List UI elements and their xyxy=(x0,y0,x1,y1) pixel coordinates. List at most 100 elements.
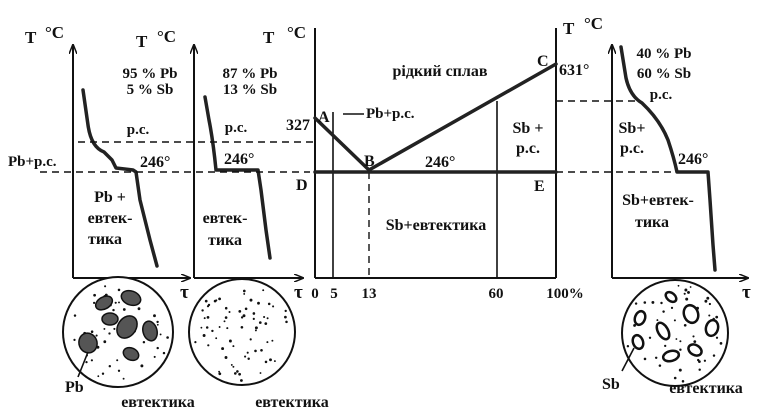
pb-grain xyxy=(120,289,142,307)
point-d-label: D xyxy=(296,177,308,194)
eutectic-dot xyxy=(247,357,250,360)
eutectic-dot xyxy=(664,344,667,348)
eutectic-dot xyxy=(73,314,77,317)
eutectic-dot xyxy=(687,290,690,294)
eutectic-dot xyxy=(269,358,272,362)
temperature-axis-label: T xyxy=(563,19,575,38)
eutectic-dot xyxy=(137,307,141,311)
pb-grain xyxy=(142,320,158,342)
eutectic-dot xyxy=(156,320,159,324)
eutectic-dot xyxy=(681,380,685,383)
eutectic-dot xyxy=(254,326,258,330)
liquidus-line-bc xyxy=(367,62,558,172)
eutectic-dot xyxy=(114,301,117,304)
eutectic-dot xyxy=(142,340,146,344)
eutectic-dot xyxy=(660,301,663,305)
solid-region-label-1: Pb + xyxy=(94,189,126,206)
eutectic-dot xyxy=(108,332,111,335)
sb-crystal xyxy=(687,343,703,357)
x-tick-5: 5 xyxy=(330,286,338,302)
phase-label-sb: Sb xyxy=(602,376,620,393)
eutectic-dot xyxy=(708,302,712,306)
solid-region-label-2: евтек- xyxy=(88,210,133,227)
eutectic-dot xyxy=(85,360,88,364)
eutectic-dot xyxy=(679,340,682,343)
eutectic-dot xyxy=(673,319,676,322)
two-phase-region-label: Pb+р.с. xyxy=(8,154,57,170)
pb-grain xyxy=(122,346,140,362)
eutectic-dot xyxy=(264,360,268,364)
eutectic-dot xyxy=(675,338,678,340)
sb-crystal xyxy=(661,349,681,363)
eutectic-dots xyxy=(73,285,169,380)
eutectic-dot xyxy=(97,375,100,378)
matrix-label: евтектика xyxy=(669,380,743,397)
composition-line-1: 87 % Pb xyxy=(222,66,277,82)
eutectic-temperature-label: 246° xyxy=(678,151,708,168)
eutectic-dot xyxy=(104,285,107,288)
eutectic-dot xyxy=(712,354,716,357)
composition-line-1: 95 % Pb xyxy=(122,66,177,82)
eutectic-dot xyxy=(698,368,701,371)
eutectic-dot xyxy=(266,317,269,320)
eutectic-dot xyxy=(254,349,257,353)
pb-grain xyxy=(94,295,114,311)
eutectic-dot xyxy=(118,301,120,304)
eutectic-dot xyxy=(648,336,652,339)
eutectic-dot xyxy=(246,351,249,354)
eutectic-dot xyxy=(708,314,711,317)
microstructure-2: евтектика xyxy=(188,278,329,411)
liquid-region-label: р.с. xyxy=(225,120,248,136)
eutectic-dot xyxy=(626,344,630,348)
composition-line-2: 60 % Sb xyxy=(637,66,691,82)
eutectic-dot xyxy=(224,356,228,359)
eutectic-dot xyxy=(244,307,248,311)
eutectic-dot xyxy=(658,364,662,367)
temperature-unit-label: °C xyxy=(45,23,64,42)
eutectic-dot xyxy=(715,336,719,339)
time-axis-label: τ xyxy=(742,282,751,303)
sb-crystal xyxy=(633,309,647,327)
eutectic-dot xyxy=(101,372,105,375)
eutectic-dot xyxy=(271,339,274,342)
eutectic-dot xyxy=(113,327,116,330)
eutectic-dot xyxy=(242,289,246,293)
eutectic-dot xyxy=(242,314,246,318)
eutectic-dot xyxy=(166,336,169,339)
eutectic-dot xyxy=(223,320,226,323)
pb-grain xyxy=(116,315,138,339)
eutectic-dot xyxy=(685,297,689,301)
eutectic-dot xyxy=(202,334,206,337)
eutectic-dot xyxy=(205,326,209,329)
eutectic-dot xyxy=(238,310,242,313)
microstructure-circle xyxy=(188,278,296,386)
eutectic-dot xyxy=(238,372,241,376)
temperature-unit-label: °C xyxy=(157,27,176,46)
phase-label-pb: Pb xyxy=(65,379,84,396)
eutectic-dot xyxy=(122,377,125,380)
eutectic-dot xyxy=(249,338,252,341)
cooling-curve-line xyxy=(619,45,717,272)
solid-region-label-3: тика xyxy=(88,231,122,248)
eutectic-dot xyxy=(229,340,232,343)
eutectic-dot xyxy=(264,322,268,325)
eutectic-dot xyxy=(670,306,674,310)
eutectic-dot xyxy=(683,292,686,295)
eutectic-dot xyxy=(284,309,287,313)
eutectic-dot xyxy=(715,315,719,319)
eutectic-dot xyxy=(224,316,228,319)
eutectic-dot xyxy=(634,302,638,305)
eutectic-dot xyxy=(239,379,243,382)
solid-region-label-1: Sb+евтек- xyxy=(622,192,694,209)
eutectic-dot xyxy=(273,360,276,363)
time-axis-label: τ xyxy=(294,282,303,303)
matrix-label: евтектика xyxy=(255,394,329,411)
eutectic-dot xyxy=(259,372,262,374)
eutectic-dot xyxy=(678,368,682,372)
eutectic-dot xyxy=(215,337,218,340)
time-axis-label: τ xyxy=(180,282,189,303)
eutectic-dot xyxy=(162,351,166,355)
liquid-region-label: р.с. xyxy=(650,87,673,103)
eutectic-dot xyxy=(93,301,96,304)
eutectic-dot xyxy=(254,329,257,332)
